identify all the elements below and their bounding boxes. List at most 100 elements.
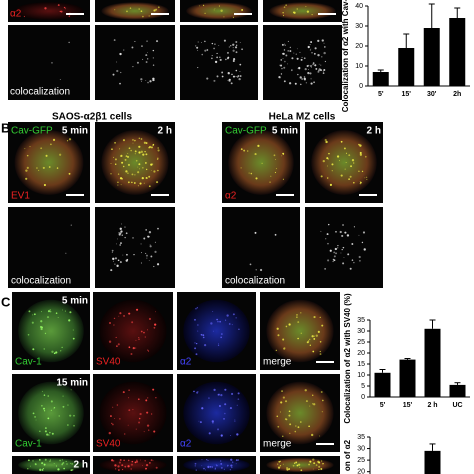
spot	[120, 230, 123, 233]
spot	[65, 460, 67, 462]
spot	[127, 153, 129, 154]
spot	[220, 462, 223, 465]
spot	[201, 465, 203, 467]
spot	[280, 411, 281, 413]
spot	[127, 181, 130, 184]
spot	[114, 257, 118, 260]
spot	[44, 458, 47, 461]
spot	[231, 324, 233, 326]
spot	[261, 162, 263, 164]
spot	[153, 170, 156, 173]
spot	[140, 243, 142, 245]
spot	[26, 154, 29, 157]
channel-label: α2	[10, 9, 22, 20]
spot	[47, 395, 50, 397]
spot	[219, 58, 222, 62]
spot	[279, 460, 281, 462]
spot	[121, 161, 124, 164]
spot	[139, 182, 142, 185]
spot	[132, 237, 134, 239]
spot	[49, 309, 51, 311]
spot	[299, 466, 301, 469]
spot	[34, 415, 36, 418]
spot	[156, 263, 160, 266]
spot	[292, 464, 295, 467]
spot	[44, 332, 47, 335]
spot	[195, 353, 198, 356]
bar	[449, 384, 466, 397]
spot	[227, 464, 229, 467]
spot	[329, 183, 333, 186]
spot	[218, 404, 221, 408]
y-tick-label: 20	[357, 469, 365, 474]
spot	[112, 257, 115, 261]
spot	[366, 179, 368, 180]
spot	[32, 412, 35, 415]
spot	[119, 52, 122, 56]
spot	[32, 314, 34, 316]
spot	[309, 44, 311, 46]
time-label: 5 min	[62, 296, 88, 307]
spot	[232, 59, 235, 63]
spot	[296, 464, 299, 467]
spot	[125, 232, 128, 235]
spot	[280, 59, 283, 61]
spot	[137, 171, 140, 174]
spot	[320, 468, 323, 471]
spot	[331, 163, 334, 166]
spot	[126, 155, 130, 158]
spot	[214, 467, 216, 469]
spot	[52, 138, 56, 141]
spot	[358, 143, 360, 146]
spot	[236, 44, 238, 46]
spot	[140, 150, 144, 154]
spot	[220, 336, 223, 339]
cell	[101, 130, 169, 195]
spot	[322, 399, 324, 402]
spot	[153, 9, 156, 12]
spot	[210, 322, 213, 325]
spot	[307, 45, 310, 49]
spot	[145, 142, 148, 144]
spot	[312, 468, 314, 470]
spot	[29, 145, 31, 148]
spot	[135, 460, 139, 463]
spot	[327, 242, 329, 245]
spot	[360, 181, 362, 184]
spot	[311, 52, 313, 54]
spot	[340, 174, 343, 177]
spot	[70, 389, 72, 391]
spot	[145, 61, 148, 63]
x-tick-label: 15'	[402, 91, 412, 98]
spot	[227, 79, 229, 81]
spot	[212, 422, 214, 424]
spot	[236, 433, 239, 436]
spot	[276, 327, 279, 330]
spot	[247, 150, 249, 152]
spot	[114, 263, 116, 265]
spot	[148, 185, 151, 188]
spot	[218, 5, 220, 7]
spot	[135, 308, 139, 311]
spot	[318, 465, 321, 468]
spot	[201, 459, 203, 461]
spot	[289, 50, 292, 53]
spot	[110, 173, 112, 175]
channel-label: α2	[180, 439, 192, 450]
spot	[359, 153, 362, 156]
spot	[216, 75, 219, 78]
spot	[307, 64, 310, 67]
spot	[269, 181, 271, 183]
spot	[152, 144, 154, 146]
micrograph	[8, 25, 90, 100]
spot	[152, 460, 154, 462]
spot	[220, 466, 223, 469]
spot	[122, 165, 125, 168]
spot	[144, 336, 146, 338]
spot	[313, 462, 316, 465]
spot	[157, 149, 160, 152]
spot	[279, 465, 282, 467]
spot	[116, 243, 118, 245]
spot	[65, 252, 67, 254]
spot	[154, 250, 157, 253]
